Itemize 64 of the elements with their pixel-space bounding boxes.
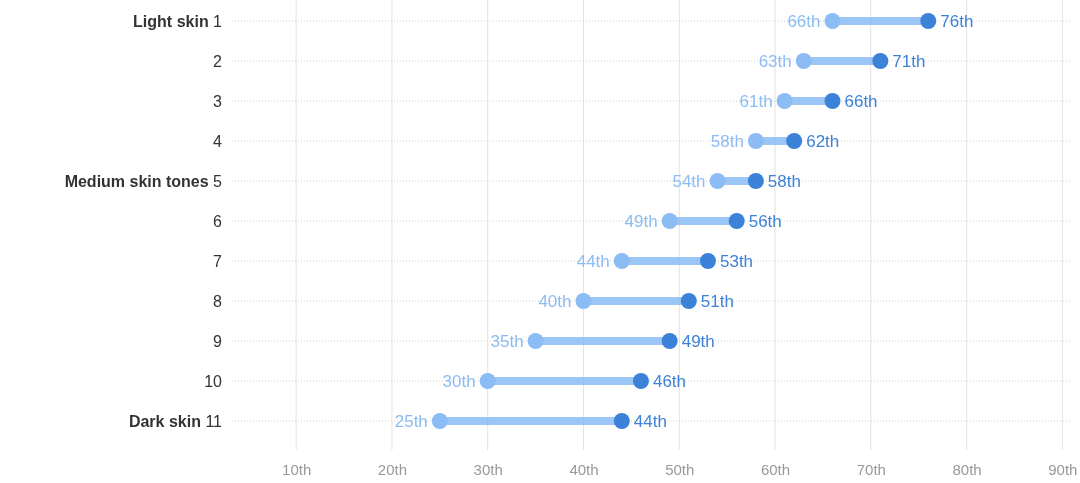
x-tick-label: 90th: [1048, 460, 1078, 478]
y-tick-label: Light skin 1: [133, 13, 223, 31]
data-label: 71th: [892, 51, 926, 71]
point: [747, 133, 764, 149]
y-tick-label: 9: [213, 333, 223, 351]
point: [747, 173, 764, 189]
data-label: 40th: [538, 291, 572, 311]
point: [661, 333, 678, 349]
point: [786, 133, 803, 149]
data-label: 44th: [633, 411, 667, 431]
data-label: 76th: [940, 11, 974, 31]
y-tick-label: 8: [213, 293, 223, 311]
x-tick-label: 70th: [856, 460, 886, 478]
point: [728, 213, 745, 229]
data-label: 58th: [710, 131, 744, 151]
x-tick-label: 60th: [760, 460, 791, 478]
point: [575, 293, 592, 309]
data-label: 46th: [652, 371, 687, 391]
y-tick-label: 6: [213, 213, 223, 231]
point: [632, 373, 649, 389]
point: [872, 53, 889, 69]
data-label: 35th: [490, 331, 524, 351]
data-label: 49th: [624, 211, 658, 231]
data-label: 58th: [767, 171, 801, 191]
point: [824, 93, 841, 109]
y-tick-label: 3: [213, 93, 223, 111]
y-tick-label: 10: [204, 373, 223, 391]
x-tick-label: 40th: [569, 460, 599, 478]
point: [776, 93, 793, 109]
x-tick-label: 30th: [473, 460, 503, 478]
data-label: 49th: [681, 331, 715, 351]
data-label: 66th: [787, 11, 821, 31]
data-label: 61th: [739, 91, 773, 111]
x-tick-label: 10th: [282, 460, 312, 478]
data-label: 44th: [576, 251, 610, 271]
y-tick-label: 7: [213, 253, 223, 271]
data-label: 30th: [442, 371, 476, 391]
data-label: 25th: [394, 411, 428, 431]
data-label: 51th: [700, 291, 734, 311]
data-label: 62th: [806, 131, 840, 151]
point: [613, 253, 630, 269]
data-label: 56th: [748, 211, 782, 231]
point: [680, 293, 697, 309]
point: [699, 253, 716, 269]
x-tick-label: 50th: [665, 460, 695, 478]
point: [613, 413, 630, 429]
point: [527, 333, 544, 349]
x-tick-label: 20th: [377, 460, 408, 478]
point: [661, 213, 678, 229]
data-label: 63th: [758, 51, 792, 71]
point: [824, 13, 841, 29]
y-tick-label: Medium skin tones 5: [64, 173, 223, 191]
x-tick-label: 80th: [952, 460, 982, 478]
point: [920, 13, 937, 29]
point: [431, 413, 448, 429]
point: [479, 373, 496, 389]
data-label: 53th: [719, 251, 754, 271]
y-tick-label: 4: [213, 133, 223, 151]
y-tick-label: 2: [213, 53, 223, 71]
point: [795, 53, 812, 69]
data-label: 54th: [672, 171, 706, 191]
data-label: 66th: [844, 91, 878, 111]
point: [709, 173, 726, 189]
y-tick-label: Dark skin 11: [128, 413, 223, 431]
